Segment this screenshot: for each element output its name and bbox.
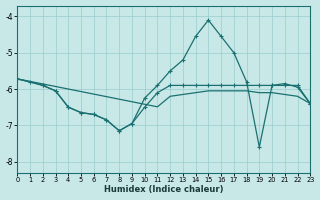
X-axis label: Humidex (Indice chaleur): Humidex (Indice chaleur) [104,185,224,194]
